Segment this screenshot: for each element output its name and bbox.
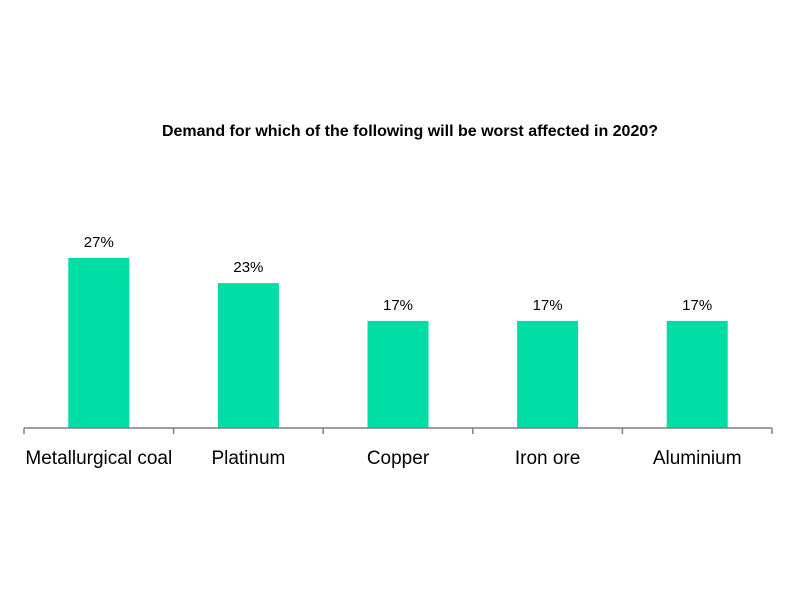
bar — [666, 320, 728, 428]
x-tick-label: Platinum — [211, 448, 285, 469]
bar — [68, 257, 130, 428]
x-tick-label: Metallurgical coal — [25, 448, 172, 469]
bar — [367, 320, 429, 428]
bar — [217, 283, 279, 428]
x-axis-tick-labels: Metallurgical coal Platinum Copper Iron ore… — [25, 448, 741, 469]
bar — [517, 320, 579, 428]
data-labels-layer: 27% 23% 17% 17% 17% — [84, 234, 712, 314]
x-tick-label: Iron ore — [515, 448, 580, 469]
data-label: 17% — [682, 297, 712, 314]
data-label: 27% — [84, 234, 114, 251]
chart-title: Demand for which of the following will b… — [162, 123, 658, 140]
bars-layer — [68, 257, 728, 428]
data-label: 17% — [383, 297, 413, 314]
x-tick-label: Aluminium — [653, 448, 742, 469]
data-label: 23% — [233, 259, 263, 276]
x-axis-ticks — [23, 428, 773, 434]
x-tick-label: Copper — [367, 448, 430, 469]
data-label: 17% — [533, 297, 563, 314]
